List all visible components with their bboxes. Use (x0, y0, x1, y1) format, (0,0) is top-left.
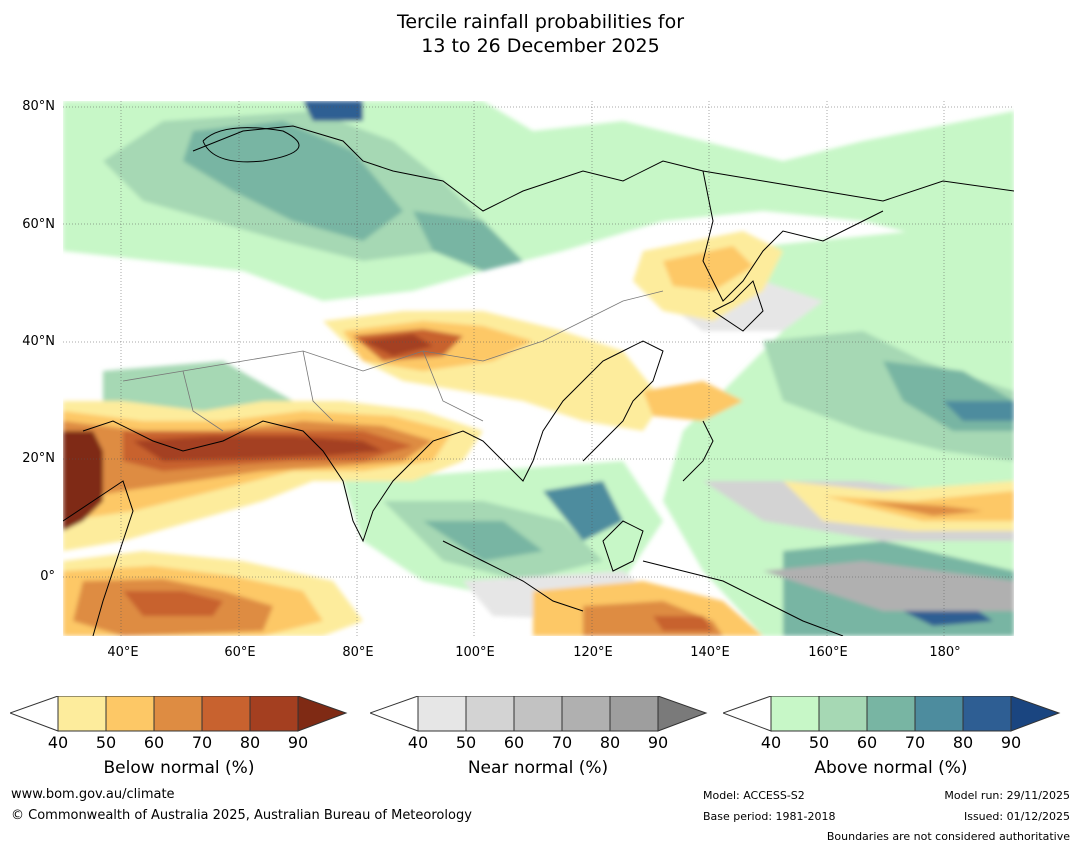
title-line-2: 13 to 26 December 2025 (421, 35, 660, 57)
lon-label-120e: 120°E (573, 645, 613, 660)
lon-label-140e: 140°E (690, 645, 730, 660)
colorbar-tick: 60 (503, 733, 525, 752)
colorbar-tick: 60 (143, 733, 165, 752)
boundary-disclaimer: Boundaries are not considered authoritat… (826, 830, 1070, 843)
lat-label-20n: 20°N (22, 451, 55, 466)
colorbar-tick: 50 (808, 733, 830, 752)
colorbar-below-normal (8, 695, 350, 736)
colorbar-tick: 80 (599, 733, 621, 752)
colorbar-segment-70-80 (201, 695, 251, 732)
colorbar-tick: 90 (287, 733, 309, 752)
colorbar-segment-80-90 (962, 695, 1012, 732)
colorbar-segment-60-70 (866, 695, 916, 732)
model-run-date: Model run: 29/11/2025 (944, 789, 1070, 802)
colorbar-segment-40-50 (57, 695, 107, 732)
title-line-1: Tercile rainfall probabilities for (396, 11, 685, 33)
colorbar-upper-extend (1010, 695, 1061, 732)
colorbar-tick: 90 (1000, 733, 1022, 752)
colorbar-tick: 40 (760, 733, 782, 752)
colorbar-segment-40-50 (417, 695, 467, 732)
lat-label-60n: 60°N (22, 217, 55, 232)
colorbar-tick: 70 (904, 733, 926, 752)
colorbar-segment-80-90 (249, 695, 299, 732)
colorbar-tick: 40 (47, 733, 69, 752)
base-period: Base period: 1981-2018 (703, 810, 836, 823)
colorbar-tick: 70 (191, 733, 213, 752)
colorbar-title-near: Near normal (%) (467, 758, 609, 778)
colorbar-tick: 70 (551, 733, 573, 752)
lat-label-40n: 40°N (22, 334, 55, 349)
colorbar-segment-70-80 (561, 695, 611, 732)
colorbar-segment-40-50 (770, 695, 820, 732)
lon-label-160e: 160°E (808, 645, 848, 660)
colorbar-tick: 50 (455, 733, 477, 752)
colorbar-lower-extend (368, 695, 419, 732)
lat-label-0: 0° (40, 569, 55, 584)
colorbar-title-above: Above normal (%) (814, 758, 968, 778)
rainfall-probability-map (63, 101, 1014, 636)
model-name: Model: ACCESS-S2 (703, 789, 805, 802)
colorbar-upper-extend (657, 695, 708, 732)
chart-title: Tercile rainfall probabilities for 13 to… (0, 10, 1081, 58)
lon-label-180: 180° (929, 645, 961, 660)
colorbar-tick: 80 (952, 733, 974, 752)
colorbar-lower-extend (721, 695, 772, 732)
colorbar-upper-extend (297, 695, 348, 732)
colorbar-segment-50-60 (465, 695, 515, 732)
colorbar-tick: 90 (647, 733, 669, 752)
lon-label-40e: 40°E (107, 645, 139, 660)
colorbar-tick: 40 (407, 733, 429, 752)
colorbar-title-below: Below normal (%) (103, 758, 255, 778)
colorbar-segment-60-70 (153, 695, 203, 732)
copyright-text: © Commonwealth of Australia 2025, Austra… (11, 808, 472, 823)
colorbar-above-normal (721, 695, 1063, 736)
colorbar-segment-60-70 (513, 695, 563, 732)
colorbar-segment-70-80 (914, 695, 964, 732)
lat-label-80n: 80°N (22, 99, 55, 114)
lon-label-60e: 60°E (224, 645, 256, 660)
colorbar-segment-50-60 (818, 695, 868, 732)
website-link[interactable]: www.bom.gov.au/climate (11, 787, 175, 802)
colorbar-segment-80-90 (609, 695, 659, 732)
colorbar-near-normal (368, 695, 710, 736)
colorbar-lower-extend (8, 695, 59, 732)
issued-date: Issued: 01/12/2025 (963, 810, 1070, 823)
lon-label-80e: 80°E (342, 645, 374, 660)
lon-label-100e: 100°E (455, 645, 495, 660)
colorbar-tick: 50 (95, 733, 117, 752)
colorbar-segment-50-60 (105, 695, 155, 732)
colorbar-tick: 80 (239, 733, 261, 752)
colorbar-tick: 60 (856, 733, 878, 752)
